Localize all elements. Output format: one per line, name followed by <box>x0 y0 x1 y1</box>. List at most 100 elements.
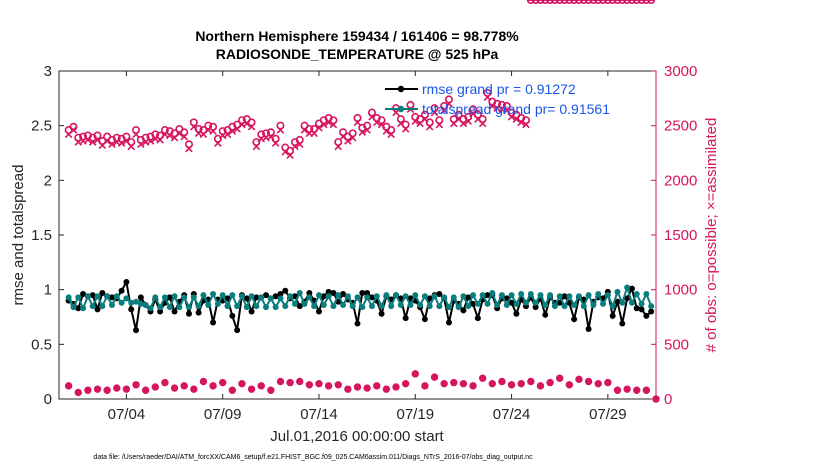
x-axis: 07/04 07/09 07/14 07/19 07/24 07/29 <box>108 71 627 423</box>
obs-assimilated-point <box>507 113 516 121</box>
spread-point <box>253 303 260 310</box>
rmse-point <box>474 315 481 322</box>
obs-low-point <box>353 383 362 391</box>
obs-low-point <box>344 385 352 393</box>
obs-low-point <box>113 384 121 392</box>
y-right-tick-label: 2500 <box>664 118 697 135</box>
obs-assimilated-stroke <box>469 109 477 118</box>
spread-point <box>561 303 568 310</box>
spread-point <box>397 301 404 308</box>
spread-point <box>205 301 212 308</box>
obs-low-point <box>633 386 641 394</box>
obs-possible-point <box>122 132 131 141</box>
spread-point <box>248 293 255 300</box>
spread-point <box>412 292 419 299</box>
spread-point <box>445 304 452 311</box>
obs-assimilated-stroke <box>324 118 333 127</box>
footer-data-file: data file: /Users/raeder/DAI/ATM_forcXX/… <box>93 454 533 461</box>
spread-point <box>551 303 558 310</box>
spread-point <box>190 294 197 301</box>
spread-point <box>349 303 356 310</box>
obs-low-point <box>411 370 419 378</box>
spread-point <box>200 292 207 299</box>
obs-possible-point <box>647 0 656 4</box>
obs-assimilated-stroke <box>464 117 472 126</box>
obs-possible-point <box>464 112 473 121</box>
obs-assimilated-stroke <box>257 135 265 143</box>
obs-assimilated-stroke <box>339 132 347 141</box>
obs-assimilated-stroke <box>478 119 487 128</box>
obs-assimilated-point <box>464 117 472 126</box>
obs-assimilated-stroke <box>300 126 309 134</box>
obs-low-point <box>324 382 333 390</box>
obs-assimilated-point <box>382 127 391 135</box>
obs-low-point <box>613 386 622 394</box>
rmse-point <box>94 306 101 313</box>
obs-possible-point <box>637 0 646 4</box>
obs-low-point <box>190 385 198 393</box>
obs-low-point <box>286 378 294 387</box>
obs-assimilated-stroke <box>238 120 246 129</box>
rmse-point <box>638 306 645 313</box>
rmse-point <box>378 310 385 317</box>
spread-point <box>460 293 467 300</box>
obs-assimilated-stroke <box>459 119 468 128</box>
spread-point <box>537 292 544 299</box>
spread-point <box>489 289 496 296</box>
obs-low-point <box>575 375 583 384</box>
obs-assimilated-point <box>488 102 497 110</box>
obs-assimilated-stroke <box>228 127 237 135</box>
y-left-tick-label: 0 <box>44 391 52 408</box>
spread-point <box>547 292 554 299</box>
obs-possible-point <box>237 116 246 125</box>
obs-assimilated-point <box>512 115 521 123</box>
obs-assimilated-stroke <box>454 115 463 123</box>
legend-spread-label: totalspread grand pr= 0.91561 <box>422 101 610 117</box>
obs-assimilated-point <box>223 130 232 139</box>
spread-point <box>503 301 510 308</box>
spread-point <box>195 303 202 310</box>
spread-point <box>417 301 424 308</box>
x-tick-label: 07/14 <box>300 406 338 423</box>
obs-low-point <box>228 386 237 394</box>
spread-point <box>210 291 217 298</box>
obs-assimilated-point <box>300 126 309 134</box>
obs-assimilated-stroke <box>522 120 530 129</box>
rmse-point <box>368 294 375 301</box>
x-tick-label: 07/24 <box>493 406 531 423</box>
obs-assimilated-point <box>353 118 362 127</box>
spread-point <box>518 291 525 298</box>
rmse-point <box>364 289 371 296</box>
spread-point <box>157 304 164 311</box>
obs-assimilated-point <box>252 142 261 151</box>
spread-point <box>263 304 270 311</box>
obs-possible-point <box>295 135 304 144</box>
rmse-point <box>542 311 549 318</box>
obs-assimilated-point <box>315 124 323 132</box>
obs-possible-point <box>151 130 160 139</box>
spread-point <box>436 303 443 310</box>
y-axis-right-label: # of obs: o=possible; ×=assimilated <box>703 118 720 353</box>
y-right-tick-label: 1500 <box>664 227 697 244</box>
obs-assimilated-stroke <box>372 118 381 127</box>
chart-title-line1: Northern Hemisphere 159434 / 161406 = 98… <box>195 28 519 44</box>
spread-point <box>277 295 284 302</box>
spread-point <box>296 289 303 296</box>
obs-assimilated-stroke <box>440 106 448 115</box>
obs-assimilated-stroke <box>507 113 516 121</box>
rmse-point <box>325 288 332 295</box>
obs-assimilated-point <box>435 120 444 129</box>
obs-assimilated-point <box>185 144 193 153</box>
obs-low-point <box>84 386 92 394</box>
spread-point <box>450 294 457 301</box>
obs-assimilated-point <box>180 132 188 141</box>
obs-assimilated-stroke <box>180 132 188 141</box>
obs-possible-point <box>199 126 208 135</box>
spread-point <box>344 293 351 300</box>
obs-assimilated-stroke <box>320 120 328 129</box>
obs-possible-point <box>502 101 511 110</box>
obs-assimilated-stroke <box>329 120 338 129</box>
x-tick-label: 07/19 <box>397 406 435 423</box>
rmse-point <box>224 295 231 302</box>
obs-possible-point <box>454 110 463 119</box>
